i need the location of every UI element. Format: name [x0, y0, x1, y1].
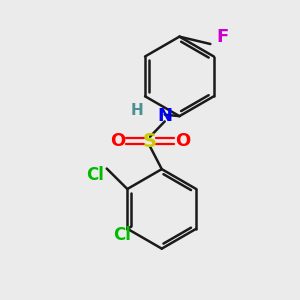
Text: Cl: Cl: [87, 166, 104, 184]
Text: S: S: [143, 132, 157, 151]
Text: H: H: [130, 103, 143, 118]
Text: N: N: [157, 107, 172, 125]
Text: Cl: Cl: [113, 226, 131, 244]
Text: O: O: [175, 132, 190, 150]
Text: F: F: [216, 28, 228, 46]
Text: O: O: [110, 132, 125, 150]
